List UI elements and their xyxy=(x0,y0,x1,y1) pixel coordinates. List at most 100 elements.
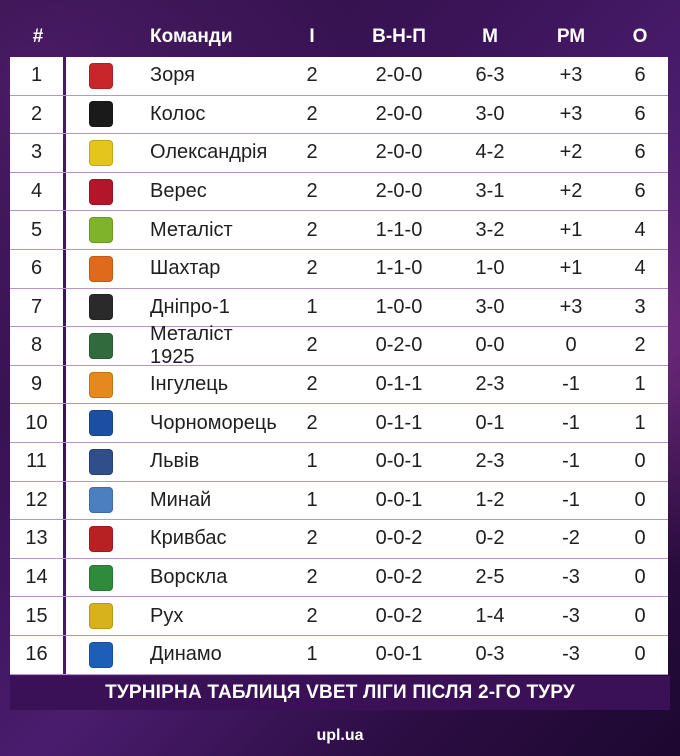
row-goal-difference: -1 xyxy=(562,450,580,473)
table-row: 2 Колос 2 2-0-0 3-0 +3 6 xyxy=(10,95,668,135)
mynai-crest-icon xyxy=(89,487,113,514)
zorya-crest-icon xyxy=(89,62,113,89)
row-goals: 1-4 xyxy=(475,604,505,627)
row-played: 2 xyxy=(306,257,318,280)
row-team: Олександрія xyxy=(150,141,268,164)
header-wdl: В-Н-П xyxy=(372,26,426,47)
row-position: 14 xyxy=(10,558,63,597)
metalist1925-crest-icon xyxy=(89,332,113,359)
row-logo xyxy=(66,482,136,520)
table-row: 14 Ворскла 2 0-0-2 2-5 -3 0 xyxy=(10,558,668,598)
table-row: 9 Інгулець 2 0-1-1 2-3 -1 1 xyxy=(10,365,668,405)
row-points: 0 xyxy=(634,566,646,589)
row-logo xyxy=(66,636,136,674)
caption-bar: ТУРНІРНА ТАБЛИЦЯ VBET ЛІГИ ПІСЛЯ 2-ГО ТУ… xyxy=(10,676,670,710)
row-wdl: 0-1-1 xyxy=(375,373,423,396)
table-row: 6 Шахтар 2 1-1-0 1-0 +1 4 xyxy=(10,249,668,289)
row-cells: Зоря 2 2-0-0 6-3 +3 6 xyxy=(66,57,668,95)
row-team: Дніпро-1 xyxy=(150,295,230,318)
row-points: 0 xyxy=(634,604,646,627)
row-played: 2 xyxy=(306,566,318,589)
row-wdl: 2-0-0 xyxy=(375,180,423,203)
row-cells: Динамо 1 0-0-1 0-3 -3 0 xyxy=(66,635,668,674)
row-goal-difference: -3 xyxy=(562,604,580,627)
row-position: 4 xyxy=(10,172,63,211)
row-played: 2 xyxy=(306,411,318,434)
row-goal-difference: +1 xyxy=(559,257,583,280)
header-goals: М xyxy=(482,26,498,47)
row-played: 1 xyxy=(306,295,318,318)
row-goals: 3-2 xyxy=(475,218,505,241)
row-points: 2 xyxy=(634,334,646,357)
caption-text: ТУРНІРНА ТАБЛИЦЯ VBET ЛІГИ ПІСЛЯ 2-ГО ТУ… xyxy=(105,682,575,703)
row-wdl: 1-0-0 xyxy=(375,295,423,318)
row-cells: Колос 2 2-0-0 3-0 +3 6 xyxy=(66,95,668,134)
table-row: 11 Львів 1 0-0-1 2-3 -1 0 xyxy=(10,442,668,482)
row-points: 0 xyxy=(634,643,646,666)
row-cells: Минай 1 0-0-1 1-2 -1 0 xyxy=(66,481,668,520)
row-logo xyxy=(66,597,136,635)
row-position: 16 xyxy=(10,635,63,674)
row-played: 2 xyxy=(306,334,318,357)
row-cells: Інгулець 2 0-1-1 2-3 -1 1 xyxy=(66,365,668,404)
row-goals: 3-1 xyxy=(475,180,505,203)
rukh-crest-icon xyxy=(89,603,113,630)
row-logo xyxy=(66,404,136,442)
row-team: Рух xyxy=(150,604,184,627)
row-cells: Львів 1 0-0-1 2-3 -1 0 xyxy=(66,442,668,481)
row-team: Шахтар xyxy=(150,257,221,280)
header-points: О xyxy=(632,26,648,47)
row-points: 4 xyxy=(634,257,646,280)
row-played: 2 xyxy=(306,604,318,627)
row-played: 1 xyxy=(306,643,318,666)
vorskla-crest-icon xyxy=(89,564,113,591)
row-goal-difference: -1 xyxy=(562,411,580,434)
row-position: 5 xyxy=(10,211,63,249)
header-played: І xyxy=(309,26,315,47)
table-row: 15 Рух 2 0-0-2 1-4 -3 0 xyxy=(10,597,668,636)
row-goals: 0-2 xyxy=(475,527,505,550)
dnipro1-crest-icon xyxy=(89,294,113,321)
table-row: 12 Минай 1 0-0-1 1-2 -1 0 xyxy=(10,481,668,521)
row-wdl: 0-0-1 xyxy=(375,643,423,666)
row-points: 0 xyxy=(634,488,646,511)
row-points: 0 xyxy=(634,450,646,473)
row-points: 6 xyxy=(634,141,646,164)
row-logo xyxy=(66,250,136,288)
row-played: 2 xyxy=(306,180,318,203)
row-goal-difference: +3 xyxy=(559,64,583,87)
row-position: 7 xyxy=(10,288,63,327)
table-row: 5 Металіст 2 1-1-0 3-2 +1 4 xyxy=(10,211,668,250)
row-cells: Чорноморець 2 0-1-1 0-1 -1 1 xyxy=(66,404,668,442)
row-logo xyxy=(66,57,136,95)
row-team: Динамо xyxy=(150,643,222,666)
row-team: Металіст 1925 xyxy=(150,322,233,368)
row-played: 2 xyxy=(306,527,318,550)
row-goals: 3-0 xyxy=(475,295,505,318)
row-logo xyxy=(66,211,136,249)
row-goal-difference: +3 xyxy=(559,295,583,318)
brand-logo: upl.ua xyxy=(316,727,364,744)
kolos-crest-icon xyxy=(89,101,113,128)
lviv-crest-icon xyxy=(89,448,113,475)
table-row: 16 Динамо 1 0-0-1 0-3 -3 0 xyxy=(10,635,668,675)
standings-table: 1 Зоря 2 2-0-0 6-3 +3 6 2 Колос 2 2-0-0 … xyxy=(10,57,668,675)
table-row: 1 Зоря 2 2-0-0 6-3 +3 6 xyxy=(10,57,668,96)
row-goal-difference: -3 xyxy=(562,643,580,666)
row-wdl: 0-0-1 xyxy=(375,450,423,473)
row-team: Зоря xyxy=(150,64,195,87)
row-goals: 4-2 xyxy=(475,141,505,164)
row-goals: 3-0 xyxy=(475,102,505,125)
table-row: 4 Верес 2 2-0-0 3-1 +2 6 xyxy=(10,172,668,212)
row-position: 12 xyxy=(10,481,63,520)
row-cells: Шахтар 2 1-1-0 1-0 +1 4 xyxy=(66,249,668,288)
row-wdl: 2-0-0 xyxy=(375,102,423,125)
row-wdl: 1-1-0 xyxy=(375,257,423,280)
row-position: 3 xyxy=(10,134,63,172)
row-team: Чорноморець xyxy=(150,411,277,434)
row-wdl: 1-1-0 xyxy=(375,218,423,241)
row-points: 1 xyxy=(634,411,646,434)
row-team: Львів xyxy=(150,450,200,473)
row-wdl: 2-0-0 xyxy=(375,64,423,87)
row-logo xyxy=(66,289,136,327)
